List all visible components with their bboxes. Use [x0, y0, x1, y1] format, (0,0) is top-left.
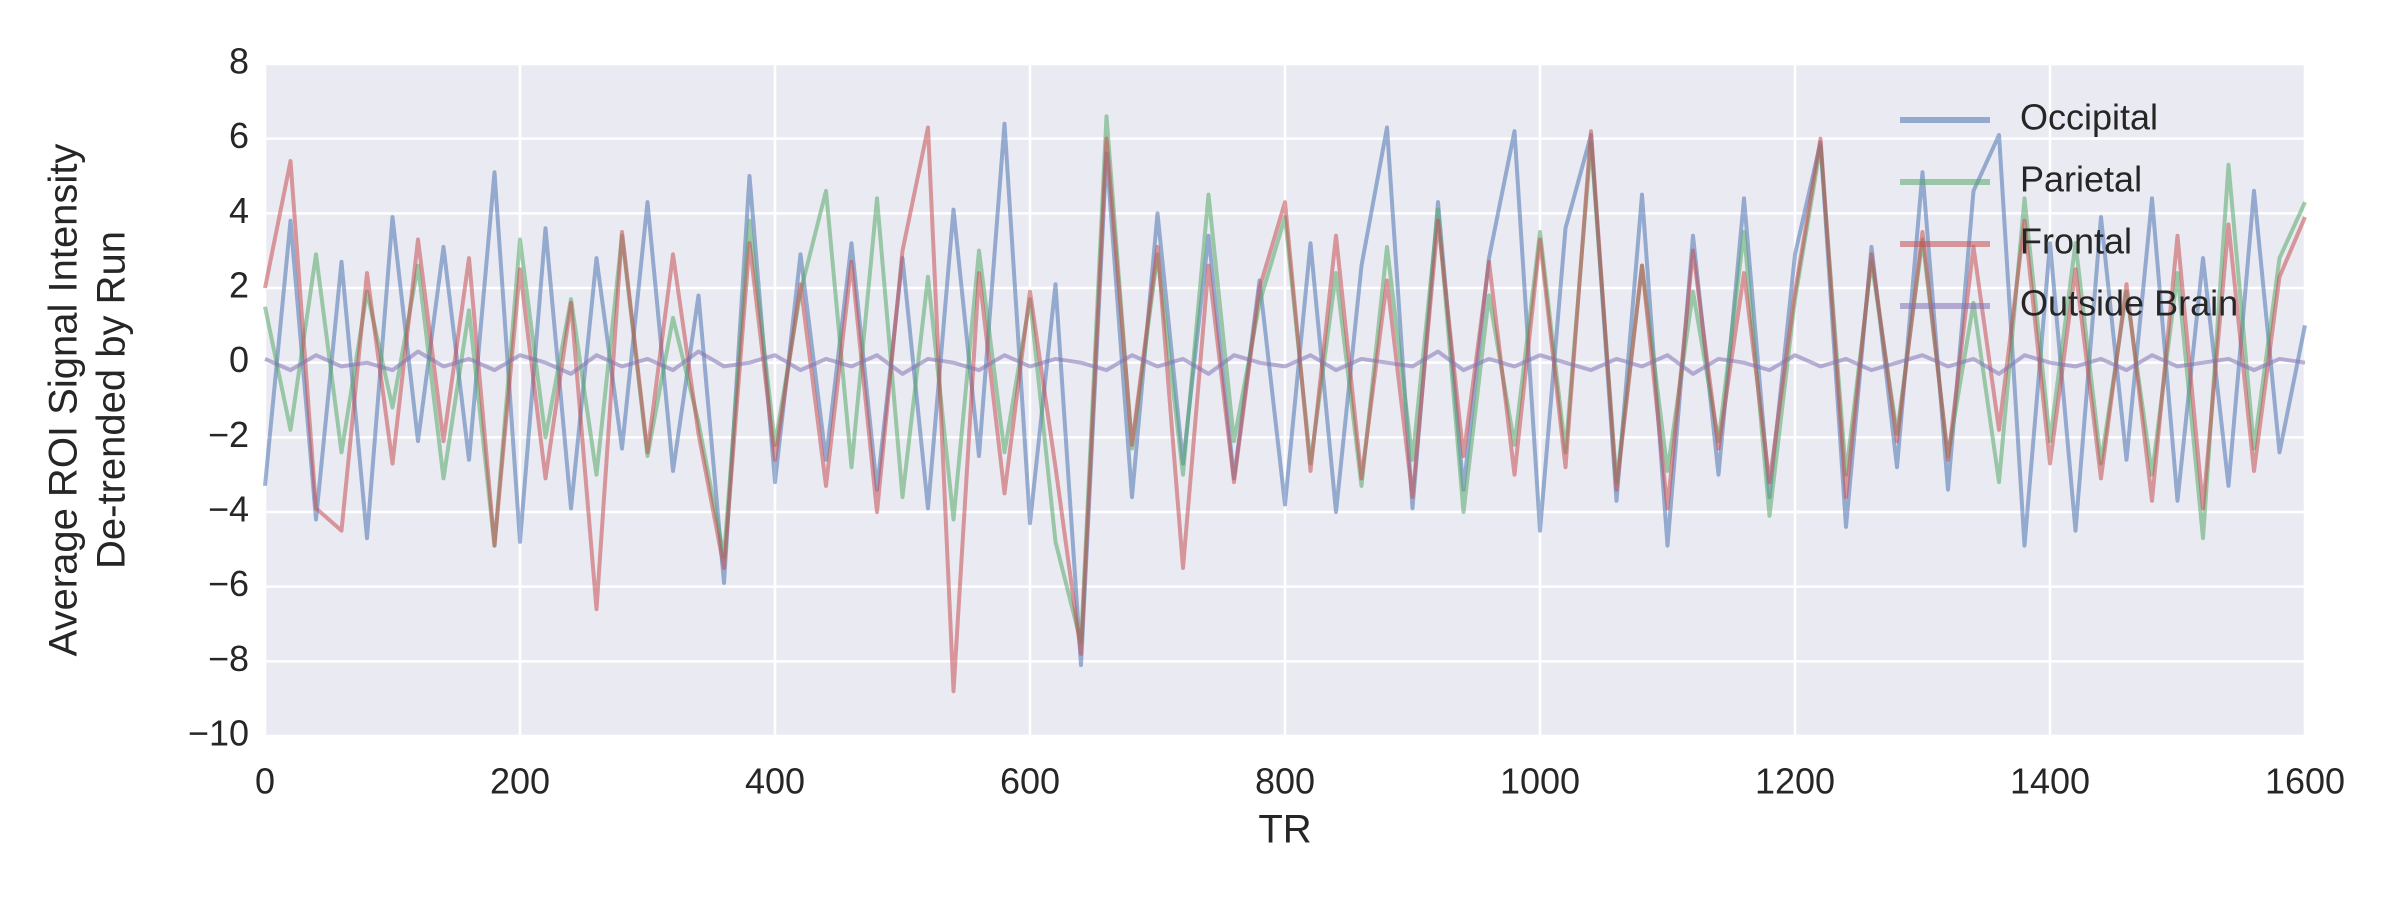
y-tick-label: −10: [188, 713, 249, 754]
y-tick-label: 6: [229, 115, 249, 156]
x-axis-label: TR: [1258, 808, 1311, 852]
x-tick-label: 1200: [1755, 761, 1835, 802]
series-line: [264, 349, 2306, 376]
x-tick-label: 1600: [2265, 761, 2345, 802]
legend-label: Frontal: [2020, 221, 2132, 262]
x-tick-label: 200: [490, 761, 550, 802]
legend: Occipital Parietal Frontal Outside Brain: [1900, 97, 2238, 324]
y-axis-label: De-trended by Run: [90, 231, 134, 569]
y-tick-label: −8: [208, 638, 249, 679]
legend-label: Parietal: [2020, 159, 2142, 200]
legend-label: Outside Brain: [2020, 283, 2238, 324]
x-tick-label: 600: [1000, 761, 1060, 802]
series-line: [263, 125, 2307, 694]
grid: [263, 62, 2307, 738]
x-tick-label: 1400: [2010, 761, 2090, 802]
legend-label: Occipital: [2020, 97, 2158, 138]
y-tick-label: 4: [229, 190, 249, 231]
x-tick-label: 400: [745, 761, 805, 802]
y-axis-label: Average ROI Signal Intensity: [42, 144, 86, 657]
y-tick-label: 2: [229, 265, 249, 306]
y-tick-label: −4: [208, 489, 249, 530]
x-tick-label: 0: [255, 761, 275, 802]
y-tick-label: 0: [229, 339, 249, 380]
y-tick-label: 8: [229, 41, 249, 82]
x-tick-label: 1000: [1500, 761, 1580, 802]
series-line: [263, 121, 2307, 668]
x-tick-label: 800: [1255, 761, 1315, 802]
y-tick-label: −6: [208, 563, 249, 604]
y-tick-label: −2: [208, 414, 249, 455]
lines: [263, 114, 2307, 694]
